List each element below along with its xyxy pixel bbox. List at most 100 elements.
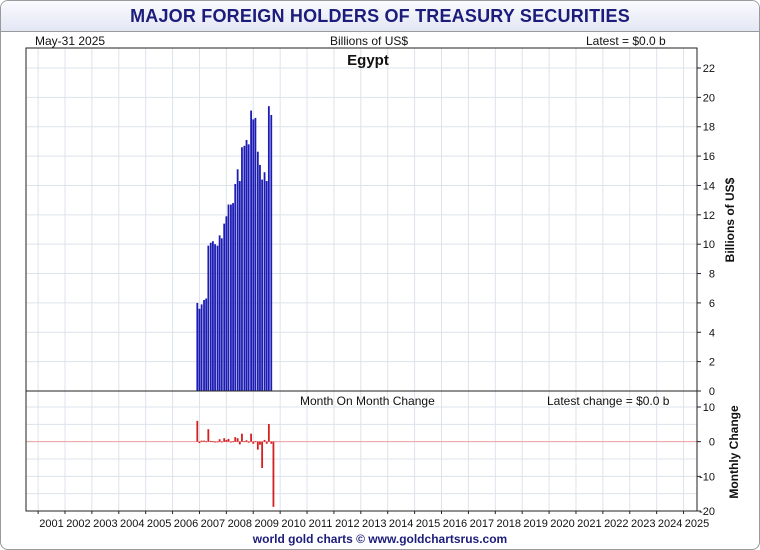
x-axis: 2001 2002 2003 2004 2005 2006 2007 2008 2009 2010…	[37, 511, 709, 530]
change-bar	[196, 420, 199, 442]
x-tick-label: 2001	[39, 518, 63, 530]
change-bar	[220, 441, 223, 443]
holdings-bar	[220, 238, 223, 391]
x-tick-label: 2009	[254, 518, 278, 530]
x-tick-label: 2023	[631, 518, 655, 530]
holdings-bar	[214, 244, 216, 391]
upper-y-tick-label: 10	[703, 239, 715, 251]
holdings-bar	[245, 139, 248, 391]
change-bar	[267, 423, 270, 442]
holdings-series	[196, 106, 273, 392]
holdings-bar	[241, 147, 243, 391]
holdings-bar	[218, 235, 221, 391]
change-bar	[234, 437, 237, 442]
upper-y-tick-label: 18	[703, 122, 715, 134]
lower-y-axis-title: Monthly Change	[727, 405, 741, 499]
x-tick-label: 2002	[66, 518, 90, 530]
upper-y-axis: 0 2 4 6 8 10 12 14 16 18 20 22	[697, 63, 715, 398]
x-tick-label: 2019	[523, 518, 547, 530]
holdings-bar	[225, 216, 228, 391]
holdings-bar	[263, 172, 266, 391]
change-bar	[245, 440, 248, 442]
holdings-bar	[236, 169, 239, 391]
change-bar	[198, 441, 201, 444]
upper-y-tick-label: 22	[703, 63, 715, 75]
change-bar	[207, 429, 210, 442]
change-bar	[252, 441, 255, 444]
holdings-bar	[232, 203, 234, 391]
x-tick-label: 2025	[685, 518, 709, 530]
holdings-bar	[216, 245, 219, 391]
holdings-bar	[252, 119, 255, 392]
holdings-bar	[196, 302, 199, 391]
units-label: Billions of US$	[330, 34, 409, 48]
holdings-bar	[238, 181, 241, 391]
change-bar	[218, 439, 221, 442]
lower-grid	[26, 391, 697, 512]
change-bar	[238, 441, 241, 445]
lower-y-tick-label: 10	[703, 402, 715, 414]
holdings-bar	[207, 245, 210, 391]
date-label: May-31 2025	[35, 34, 106, 48]
change-bar	[225, 439, 228, 442]
upper-y-tick-label: 20	[703, 92, 715, 104]
change-bar	[263, 439, 266, 442]
holdings-bar	[247, 144, 250, 391]
holdings-bar	[234, 183, 237, 391]
x-tick-label: 2006	[174, 518, 198, 530]
change-bar	[270, 441, 273, 444]
upper-y-tick-label: 0	[709, 386, 715, 398]
x-tick-label: 2024	[658, 518, 682, 530]
upper-y-tick-label: 16	[703, 151, 715, 163]
x-tick-label: 2017	[470, 518, 494, 530]
change-bar	[256, 441, 259, 450]
title-bar: MAJOR FOREIGN HOLDERS OF TREASURY SECURI…	[1, 1, 759, 32]
holdings-bar	[200, 304, 203, 391]
x-tick-label: 2018	[497, 518, 521, 530]
latest-change-label: Latest change = $0.0 b	[547, 394, 670, 408]
change-bar	[261, 441, 264, 469]
change-bar	[272, 441, 275, 507]
change-bar	[236, 438, 239, 442]
x-tick-label: 2015	[416, 518, 440, 530]
change-bar	[227, 438, 230, 442]
holdings-bar	[227, 204, 230, 391]
plot-border	[25, 47, 698, 512]
holdings-bar	[265, 181, 268, 391]
holdings-bar	[267, 106, 270, 391]
lower-y-tick-label: -20	[699, 506, 715, 518]
change-bar	[209, 440, 212, 442]
holdings-bar	[205, 298, 208, 391]
change-bar	[200, 440, 203, 442]
upper-y-axis-title: Billions of US$	[723, 177, 737, 262]
upper-grid	[26, 48, 697, 392]
change-bar	[216, 441, 219, 443]
footer-credit: world gold charts © www.goldchartsrus.co…	[252, 532, 508, 546]
x-tick-label: 2007	[201, 518, 225, 530]
holdings-bar	[212, 241, 214, 391]
holdings-bar	[209, 242, 212, 391]
latest-value-label: Latest = $0.0 b	[586, 34, 666, 48]
x-tick-label: 2012	[335, 518, 359, 530]
x-tick-label: 2004	[120, 518, 144, 530]
change-bar	[203, 440, 205, 442]
x-tick-label: 2021	[577, 518, 601, 530]
upper-y-tick-label: 4	[709, 327, 715, 339]
change-bar	[214, 441, 216, 443]
lower-y-tick-label: 0	[709, 437, 715, 449]
change-bar	[212, 441, 214, 443]
change-bar	[254, 441, 257, 443]
upper-y-tick-label: 6	[709, 298, 715, 310]
x-tick-label: 2022	[604, 518, 628, 530]
change-bar	[230, 441, 232, 443]
x-tick-label: 2016	[443, 518, 467, 530]
x-tick-label: 2010	[281, 518, 305, 530]
holdings-bar	[256, 151, 259, 391]
lower-y-tick-label: -10	[699, 471, 715, 483]
holdings-bar	[270, 114, 273, 392]
x-tick-label: 2011	[309, 518, 333, 530]
lower-y-axis: 10 0 -10 -20	[697, 402, 715, 518]
holdings-bar	[223, 223, 226, 391]
